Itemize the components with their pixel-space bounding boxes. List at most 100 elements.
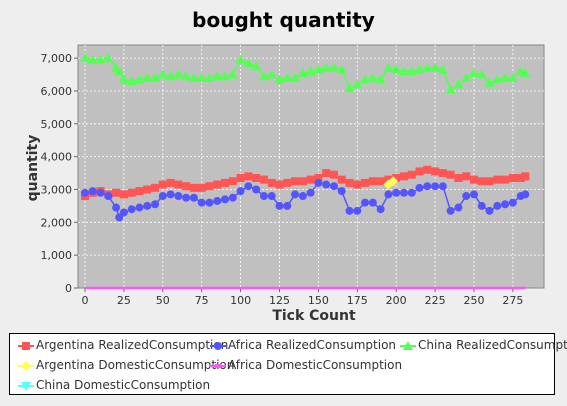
data-point: [322, 169, 331, 178]
data-point: [112, 203, 121, 212]
data-point: [431, 182, 440, 191]
legend-swatch-marker: [215, 364, 221, 368]
data-point: [314, 178, 323, 187]
data-point: [383, 62, 394, 72]
data-point: [88, 187, 97, 196]
data-point: [174, 180, 183, 189]
data-point: [135, 187, 144, 196]
data-point: [501, 200, 510, 209]
x-axis-ticks: 0 25 50 75 100 125 150 175 200 225 250 275: [82, 288, 523, 307]
x-tick-label: 25: [117, 294, 131, 307]
data-point: [182, 193, 191, 202]
data-point: [259, 175, 268, 184]
data-point: [165, 71, 176, 81]
data-point: [134, 74, 145, 84]
data-point: [181, 71, 192, 81]
data-point: [119, 208, 128, 217]
data-point: [259, 192, 268, 201]
data-point: [392, 173, 401, 182]
data-point: [337, 187, 346, 196]
data-point: [521, 172, 530, 181]
data-point: [267, 178, 276, 187]
data-point: [291, 177, 300, 186]
data-point: [392, 188, 401, 197]
data-point: [282, 72, 293, 82]
data-point: [493, 201, 502, 210]
data-point: [127, 205, 136, 214]
data-point: [244, 182, 253, 191]
data-point: [221, 178, 230, 187]
data-point: [399, 188, 408, 197]
data-point: [243, 58, 254, 68]
data-point: [406, 66, 417, 76]
data-point: [252, 185, 261, 194]
y-tick-label: 1,000: [41, 249, 73, 262]
data-point: [182, 182, 191, 191]
data-point: [329, 182, 338, 191]
y-tick-label: 0: [65, 282, 72, 295]
data-point: [227, 69, 238, 79]
data-point: [251, 61, 262, 71]
data-point: [353, 180, 362, 189]
data-point: [520, 67, 531, 77]
data-point: [221, 195, 230, 204]
data-point: [189, 193, 198, 202]
y-tick-label: 6,000: [41, 85, 73, 98]
data-point: [173, 69, 184, 79]
data-point: [507, 72, 518, 82]
data-point: [345, 178, 354, 187]
data-point: [493, 175, 502, 184]
data-point: [297, 67, 308, 77]
y-tick-label: 3,000: [41, 183, 73, 196]
data-point: [95, 54, 106, 64]
data-point: [205, 198, 214, 207]
data-point: [80, 53, 90, 63]
x-tick-label: 0: [82, 294, 89, 307]
data-point: [414, 64, 425, 74]
data-point: [197, 198, 206, 207]
x-axis-label: Tick Count: [272, 308, 356, 324]
data-point: [337, 175, 346, 184]
data-point: [104, 192, 113, 201]
data-point: [388, 176, 399, 187]
x-tick-label: 225: [425, 294, 446, 307]
data-point: [96, 188, 105, 197]
x-tick-label: 125: [269, 294, 290, 307]
data-point: [454, 203, 463, 212]
data-point: [361, 178, 370, 187]
data-point: [103, 53, 114, 63]
data-point: [454, 173, 463, 182]
data-point: [391, 64, 402, 74]
legend-swatch: [18, 361, 34, 371]
data-point: [143, 201, 152, 210]
data-point: [252, 173, 261, 182]
series-4: [383, 176, 399, 190]
data-point: [205, 182, 214, 191]
x-tick-label: 250: [463, 294, 484, 307]
y-tick-label: 5,000: [41, 118, 73, 131]
data-point: [235, 54, 246, 64]
series-2: [81, 178, 530, 222]
data-point: [166, 178, 175, 187]
data-point: [376, 205, 385, 214]
data-point: [375, 74, 386, 84]
chart-title: bought quantity: [192, 8, 375, 32]
data-point: [407, 170, 416, 179]
legend-swatch-marker: [21, 382, 31, 391]
data-point: [345, 206, 354, 215]
data-point: [114, 66, 125, 76]
data-point: [283, 178, 292, 187]
data-point: [322, 180, 331, 189]
data-point: [477, 177, 486, 186]
data-point: [228, 177, 237, 186]
data-point: [445, 84, 456, 94]
data-point: [437, 64, 448, 74]
legend-swatch: [210, 364, 226, 368]
data-point: [274, 74, 285, 84]
data-point: [112, 188, 121, 197]
data-point: [352, 79, 363, 89]
data-point: [197, 183, 206, 192]
data-point: [142, 72, 153, 82]
data-point: [189, 183, 198, 192]
data-point: [212, 71, 223, 81]
